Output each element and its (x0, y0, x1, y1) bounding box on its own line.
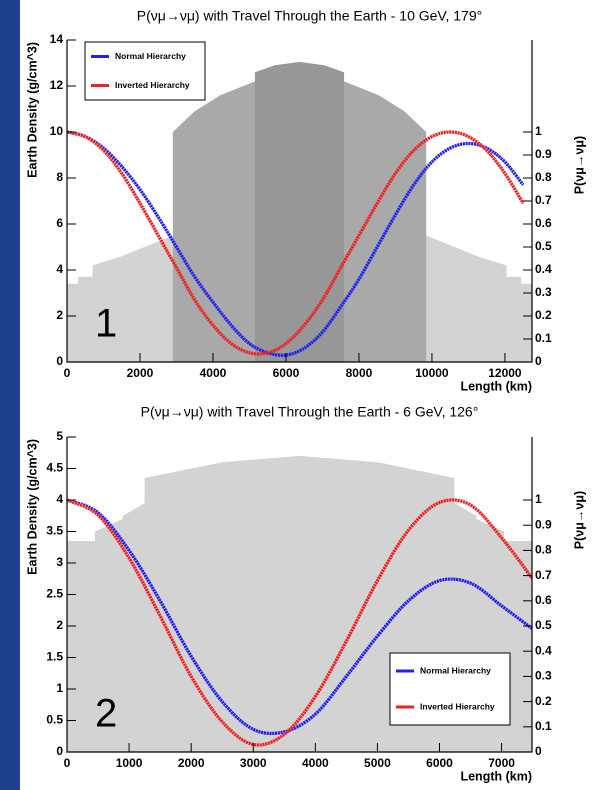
y2-tick-label: 0.5 (535, 618, 552, 632)
y-tick-label: 0.5 (46, 713, 63, 727)
legend-box (84, 41, 206, 101)
probability-curve (66, 498, 534, 747)
y-axis-label: Earth Density (g/cm^3) (25, 42, 39, 178)
y-axis-label: Earth Density (g/cm^3) (25, 439, 39, 575)
y2-tick-label: 0.6 (535, 216, 552, 230)
y2-tick-label: 0 (535, 744, 542, 758)
x-tick-label: 4000 (302, 756, 329, 770)
y-tick-label: 0 (56, 744, 63, 758)
y-tick-label: 6 (56, 216, 63, 230)
y-tick-label: 8 (56, 170, 63, 184)
x-axis-label: Length (km) (460, 769, 532, 783)
x-tick-label: 12000 (488, 366, 522, 380)
y2-tick-label: 1 (535, 124, 542, 138)
y2-tick-label: 0.3 (535, 669, 552, 683)
x-tick-label: 2000 (178, 756, 205, 770)
y2-tick-label: 0.4 (535, 643, 552, 657)
y-tick-label: 1 (56, 681, 63, 695)
y-tick-label: 14 (50, 32, 64, 46)
x-tick-label: 0 (64, 366, 71, 380)
y2-tick-label: 0.4 (535, 262, 552, 276)
y2-tick-label: 0.3 (535, 285, 552, 299)
chart-title: P(νμ→νμ) with Travel Through the Earth -… (141, 404, 479, 420)
legend-label: Normal Hierarchy (115, 51, 186, 61)
y-tick-label: 2 (56, 308, 63, 322)
y-tick-label: 3 (56, 555, 63, 569)
x-tick-label: 6000 (273, 366, 300, 380)
legend-label: Normal Hierarchy (420, 665, 491, 675)
x-tick-label: 6000 (426, 756, 453, 770)
x-tick-label: 7000 (488, 756, 515, 770)
y2-tick-label: 0.7 (535, 193, 552, 207)
x-tick-label: 0 (64, 756, 71, 770)
y2-tick-label: 0.2 (535, 694, 552, 708)
chart-title: P(νμ→νμ) with Travel Through the Earth -… (137, 8, 482, 24)
y2-tick-label: 0.6 (535, 593, 552, 607)
x-tick-label: 8000 (346, 366, 373, 380)
y2-tick-label: 0.5 (535, 239, 552, 253)
y2-tick-label: 0.7 (535, 568, 552, 582)
probability-curve (66, 130, 525, 356)
y-tick-label: 10 (50, 124, 64, 138)
x-tick-label: 2000 (127, 366, 154, 380)
y2-tick-label: 0.1 (535, 331, 552, 345)
y2-tick-label: 1 (535, 492, 542, 506)
y2-tick-label: 0.9 (535, 517, 552, 531)
panel-label: 2 (95, 692, 117, 736)
y2-tick-label: 0.9 (535, 147, 552, 161)
y-tick-label: 1.5 (46, 650, 63, 664)
y2-axis-label: P(νμ→νμ) (572, 136, 586, 194)
x-tick-label: 1000 (116, 756, 143, 770)
y-tick-label: 2 (56, 618, 63, 632)
legend-box (389, 652, 511, 726)
y-tick-label: 4 (56, 262, 63, 276)
probability-curve (66, 498, 533, 736)
x-tick-label: 3000 (240, 756, 267, 770)
x-axis-label: Length (km) (460, 379, 532, 393)
y-tick-label: 5 (56, 429, 63, 443)
y-tick-label: 4 (56, 492, 63, 506)
legend-label: Inverted Hierarchy (115, 80, 190, 90)
y-tick-label: 2.5 (46, 587, 63, 601)
y2-tick-label: 0 (535, 354, 542, 368)
y2-tick-label: 0.8 (535, 170, 552, 184)
y-tick-label: 3.5 (46, 524, 63, 538)
y-tick-label: 12 (50, 78, 64, 92)
probability-curve (66, 130, 525, 357)
y2-tick-label: 0.8 (535, 543, 552, 557)
x-tick-label: 4000 (200, 366, 227, 380)
y-tick-label: 4.5 (46, 461, 63, 475)
panel-label: 1 (95, 302, 117, 346)
x-tick-label: 5000 (364, 756, 391, 770)
legend-label: Inverted Hierarchy (420, 701, 495, 711)
density-area (254, 61, 345, 362)
y2-tick-label: 0.1 (535, 719, 552, 733)
y2-axis-label: P(νμ→νμ) (572, 491, 586, 549)
y-tick-label: 0 (56, 354, 63, 368)
y2-tick-label: 0.2 (535, 308, 552, 322)
x-tick-label: 10000 (415, 366, 449, 380)
